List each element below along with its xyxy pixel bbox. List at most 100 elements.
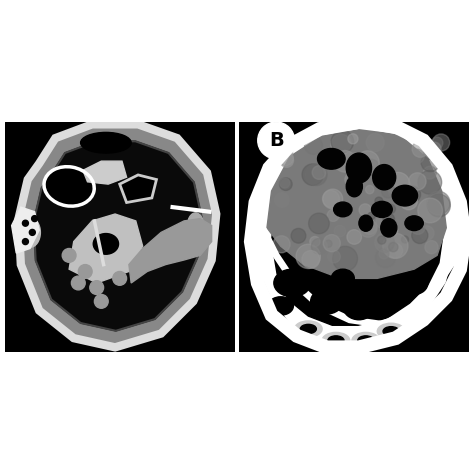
Circle shape	[411, 220, 425, 234]
Circle shape	[281, 144, 292, 155]
Text: B: B	[269, 131, 283, 150]
Circle shape	[386, 225, 398, 236]
Circle shape	[383, 233, 408, 258]
Ellipse shape	[20, 218, 40, 247]
Circle shape	[366, 134, 384, 152]
Circle shape	[359, 219, 377, 237]
Ellipse shape	[93, 234, 118, 254]
Circle shape	[412, 141, 428, 157]
Ellipse shape	[405, 216, 423, 230]
Circle shape	[347, 230, 362, 244]
Circle shape	[302, 164, 323, 185]
Circle shape	[296, 244, 320, 269]
Circle shape	[323, 235, 340, 252]
Circle shape	[379, 249, 389, 259]
Circle shape	[310, 237, 320, 247]
Circle shape	[376, 215, 389, 228]
Circle shape	[421, 153, 439, 172]
Polygon shape	[129, 219, 211, 283]
Circle shape	[304, 137, 322, 155]
Circle shape	[72, 276, 85, 290]
Circle shape	[90, 281, 104, 294]
Circle shape	[273, 236, 290, 253]
Circle shape	[389, 242, 398, 252]
Polygon shape	[18, 124, 216, 347]
Ellipse shape	[377, 323, 405, 339]
Circle shape	[373, 204, 381, 212]
Circle shape	[349, 160, 359, 171]
Circle shape	[302, 251, 319, 268]
Circle shape	[356, 151, 379, 174]
Circle shape	[388, 188, 397, 197]
Circle shape	[285, 149, 292, 156]
Ellipse shape	[274, 269, 310, 297]
Polygon shape	[83, 161, 127, 184]
Circle shape	[363, 220, 377, 235]
Circle shape	[323, 189, 343, 209]
Circle shape	[280, 154, 293, 167]
Ellipse shape	[372, 201, 392, 218]
Circle shape	[305, 164, 327, 185]
Circle shape	[375, 197, 383, 205]
Circle shape	[423, 166, 437, 179]
Circle shape	[383, 213, 394, 225]
Circle shape	[428, 194, 450, 217]
Circle shape	[410, 149, 424, 164]
Ellipse shape	[268, 297, 293, 315]
Ellipse shape	[310, 289, 343, 314]
Circle shape	[382, 184, 395, 198]
Circle shape	[274, 193, 289, 207]
Ellipse shape	[328, 336, 344, 345]
Circle shape	[327, 210, 339, 221]
Circle shape	[348, 134, 358, 144]
Circle shape	[359, 204, 371, 216]
Circle shape	[418, 170, 442, 194]
Circle shape	[291, 228, 306, 243]
Circle shape	[432, 134, 450, 151]
Ellipse shape	[322, 332, 350, 348]
Ellipse shape	[346, 176, 362, 197]
Circle shape	[309, 213, 329, 234]
Circle shape	[333, 246, 357, 271]
Circle shape	[312, 166, 326, 179]
Circle shape	[334, 225, 346, 237]
Polygon shape	[119, 175, 156, 202]
Circle shape	[113, 272, 127, 285]
Circle shape	[368, 212, 375, 219]
Circle shape	[280, 178, 292, 191]
Ellipse shape	[358, 336, 374, 345]
Circle shape	[418, 198, 442, 223]
Circle shape	[62, 248, 76, 262]
Ellipse shape	[46, 169, 92, 204]
Circle shape	[427, 191, 450, 215]
Ellipse shape	[346, 153, 372, 183]
Circle shape	[428, 142, 441, 156]
Circle shape	[345, 173, 358, 186]
Circle shape	[78, 264, 92, 278]
Circle shape	[311, 238, 327, 254]
Circle shape	[331, 130, 354, 153]
Polygon shape	[69, 214, 143, 283]
Circle shape	[378, 236, 386, 244]
Circle shape	[375, 247, 396, 267]
Ellipse shape	[392, 185, 418, 206]
Circle shape	[424, 148, 436, 159]
Circle shape	[349, 153, 360, 164]
Polygon shape	[251, 122, 465, 347]
Circle shape	[400, 192, 418, 210]
Circle shape	[22, 220, 28, 226]
Polygon shape	[272, 145, 443, 325]
Ellipse shape	[373, 164, 396, 190]
Circle shape	[365, 185, 374, 194]
Circle shape	[328, 153, 337, 162]
Ellipse shape	[294, 321, 322, 337]
Polygon shape	[34, 141, 202, 331]
Ellipse shape	[352, 332, 380, 348]
Ellipse shape	[400, 272, 428, 294]
Circle shape	[94, 294, 108, 308]
Circle shape	[409, 173, 426, 190]
Polygon shape	[267, 129, 446, 278]
Circle shape	[387, 173, 410, 196]
Circle shape	[331, 134, 351, 155]
Ellipse shape	[188, 213, 204, 238]
